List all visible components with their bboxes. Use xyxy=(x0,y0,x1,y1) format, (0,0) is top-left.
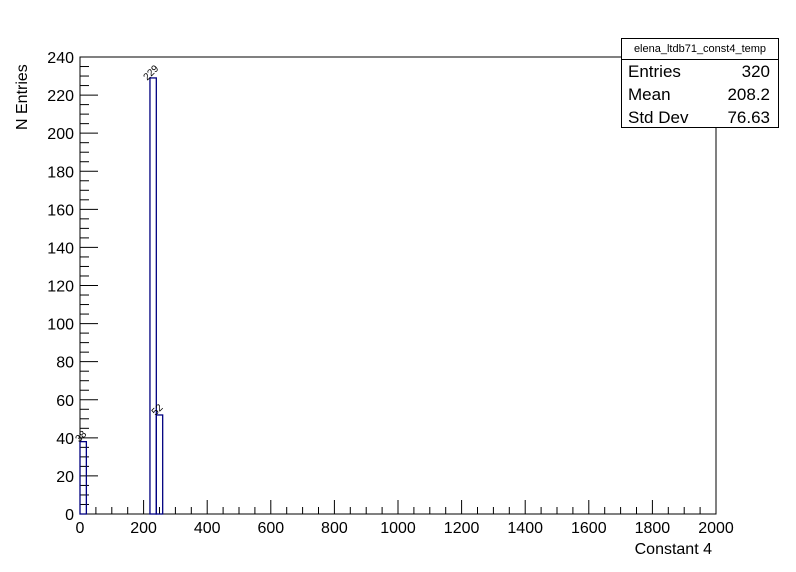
histogram-bin xyxy=(79,440,88,515)
stats-row-entries: Entries 320 xyxy=(622,60,778,83)
stats-title: elena_ltdb71_const4_temp xyxy=(622,39,778,60)
bin-value-label: 52 xyxy=(150,402,166,418)
x-tick-label: 1800 xyxy=(635,520,671,537)
y-tick-label: 0 xyxy=(65,507,74,524)
stats-row-stddev: Std Dev 76.63 xyxy=(622,106,778,129)
x-tick-label: 1400 xyxy=(507,520,543,537)
x-tick-label: 800 xyxy=(321,520,348,537)
bin-value-label: 229 xyxy=(142,63,162,83)
y-tick-label: 20 xyxy=(56,469,74,486)
histogram-bars xyxy=(79,77,164,515)
stats-label: Std Dev xyxy=(628,108,689,127)
y-tick-label: 240 xyxy=(47,50,74,67)
y-tick-label: 100 xyxy=(47,317,74,334)
x-axis: 0 200 400 600 800 1000 1200 1400 1600 1800 2000 xyxy=(76,500,734,537)
stats-value: 208.2 xyxy=(727,85,770,104)
y-axis: 0 20 40 60 80 100 120 140 160 180 200 220 240 xyxy=(47,50,98,524)
y-axis-title: N Entries xyxy=(14,64,31,130)
x-tick-label: 1200 xyxy=(444,520,480,537)
x-tick-label: 400 xyxy=(194,520,221,537)
y-tick-label: 140 xyxy=(47,240,74,257)
stats-value: 320 xyxy=(741,62,770,81)
stats-label: Entries xyxy=(628,62,681,81)
y-tick-label: 200 xyxy=(47,126,74,143)
y-tick-label: 220 xyxy=(47,88,74,105)
stats-row-mean: Mean 208.2 xyxy=(622,83,778,106)
y-tick-label: 60 xyxy=(56,393,74,410)
x-tick-label: 2000 xyxy=(698,520,734,537)
x-tick-label: 1600 xyxy=(571,520,607,537)
histogram-bin xyxy=(149,77,157,515)
x-tick-label: 600 xyxy=(257,520,284,537)
stats-value: 76.63 xyxy=(727,108,770,127)
y-tick-label: 180 xyxy=(47,164,74,181)
y-tick-label: 80 xyxy=(56,355,74,372)
stats-label: Mean xyxy=(628,85,671,104)
y-tick-label: 120 xyxy=(47,279,74,296)
data-labels: 38 229 52 xyxy=(74,63,166,445)
x-tick-label: 0 xyxy=(76,520,85,537)
histogram-bin xyxy=(155,414,164,515)
y-tick-label: 160 xyxy=(47,202,74,219)
y-tick-label: 40 xyxy=(56,431,74,448)
x-tick-label: 200 xyxy=(130,520,157,537)
x-axis-title: Constant 4 xyxy=(635,541,712,558)
bin-value-label: 38 xyxy=(74,429,90,445)
x-tick-label: 1000 xyxy=(380,520,416,537)
stats-box: elena_ltdb71_const4_temp Entries 320 Mea… xyxy=(621,38,779,128)
